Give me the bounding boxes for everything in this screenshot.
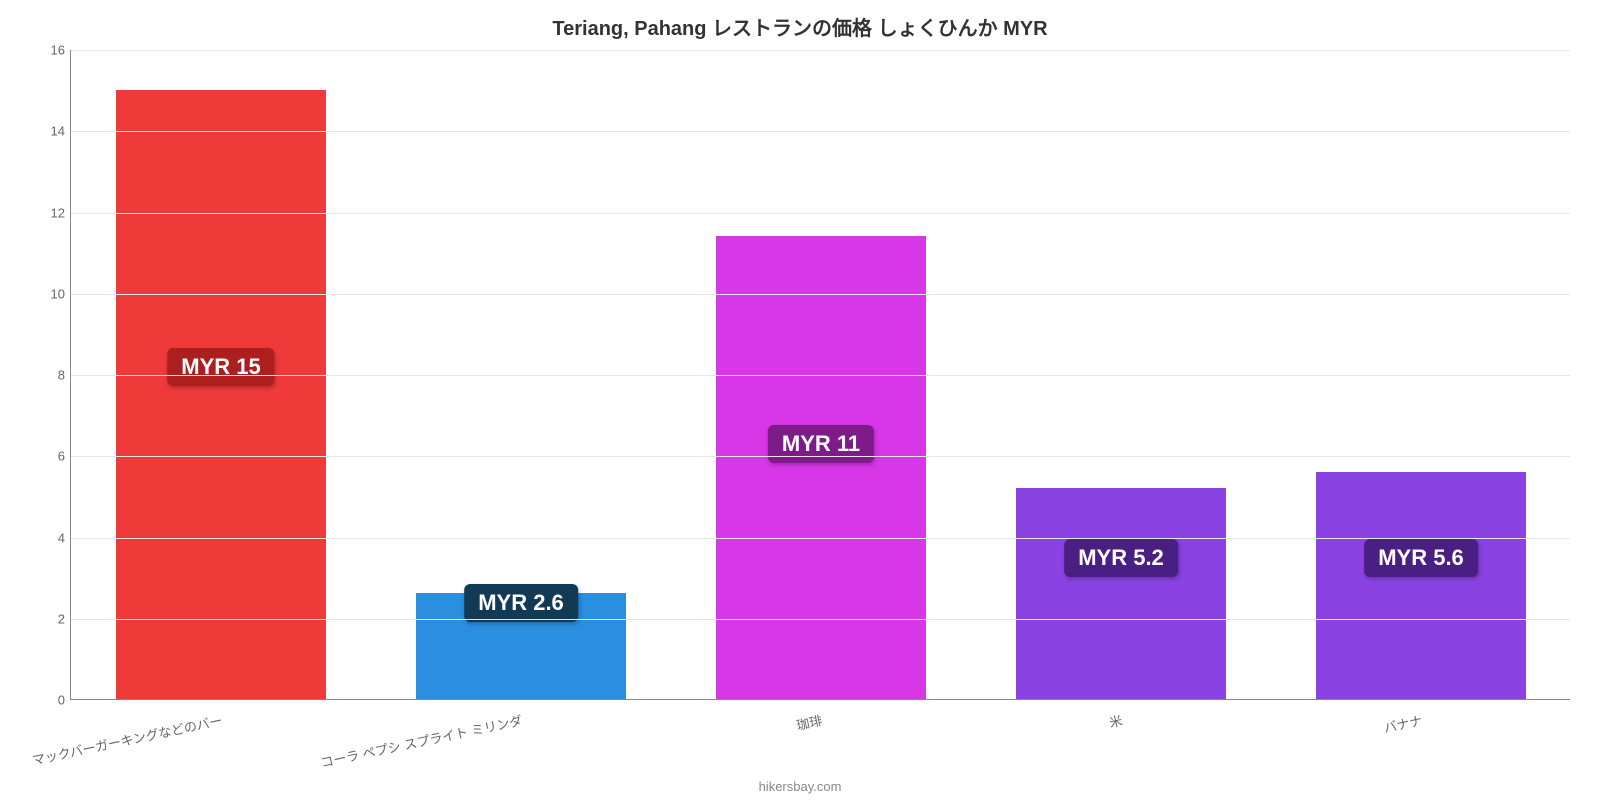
y-tick-label: 6 (29, 449, 65, 464)
x-tick-label: 米 (1107, 710, 1124, 731)
y-tick-label: 8 (29, 368, 65, 383)
bar (716, 236, 926, 699)
chart-title: Teriang, Pahang レストランの価格 しょくひんか MYR (0, 12, 1600, 41)
plot-area: MYR 15MYR 2.6MYR 11MYR 5.2MYR 5.6 024681… (70, 50, 1570, 700)
grid-line (71, 294, 1570, 295)
grid-line (71, 619, 1570, 620)
value-badge: MYR 5.2 (1064, 539, 1178, 577)
value-badge: MYR 2.6 (464, 584, 578, 622)
grid-line (71, 538, 1570, 539)
grid-line (71, 456, 1570, 457)
x-tick-label: マックバーガーキングなどのバー (30, 710, 224, 769)
grid-line (71, 375, 1570, 376)
attribution-text: hikersbay.com (0, 779, 1600, 794)
value-badge: MYR 11 (768, 425, 874, 463)
grid-line (71, 213, 1570, 214)
x-tick-label: バナナ (1382, 710, 1424, 737)
bar (1016, 488, 1226, 699)
y-tick-label: 0 (29, 693, 65, 708)
x-tick-label: コーラ ペプシ スプライト ミリンダ (319, 710, 524, 771)
y-tick-label: 10 (29, 286, 65, 301)
y-tick-label: 16 (29, 43, 65, 58)
bar (1316, 472, 1526, 700)
x-tick-label: 珈琲 (795, 710, 824, 734)
grid-line (71, 50, 1570, 51)
value-badge: MYR 5.6 (1364, 539, 1478, 577)
grid-line (71, 131, 1570, 132)
y-tick-label: 14 (29, 124, 65, 139)
y-tick-label: 2 (29, 611, 65, 626)
y-tick-label: 4 (29, 530, 65, 545)
value-badge: MYR 15 (167, 348, 274, 386)
y-tick-label: 12 (29, 205, 65, 220)
price-chart: Teriang, Pahang レストランの価格 しょくひんか MYR MYR … (0, 0, 1600, 800)
bar (116, 90, 326, 699)
